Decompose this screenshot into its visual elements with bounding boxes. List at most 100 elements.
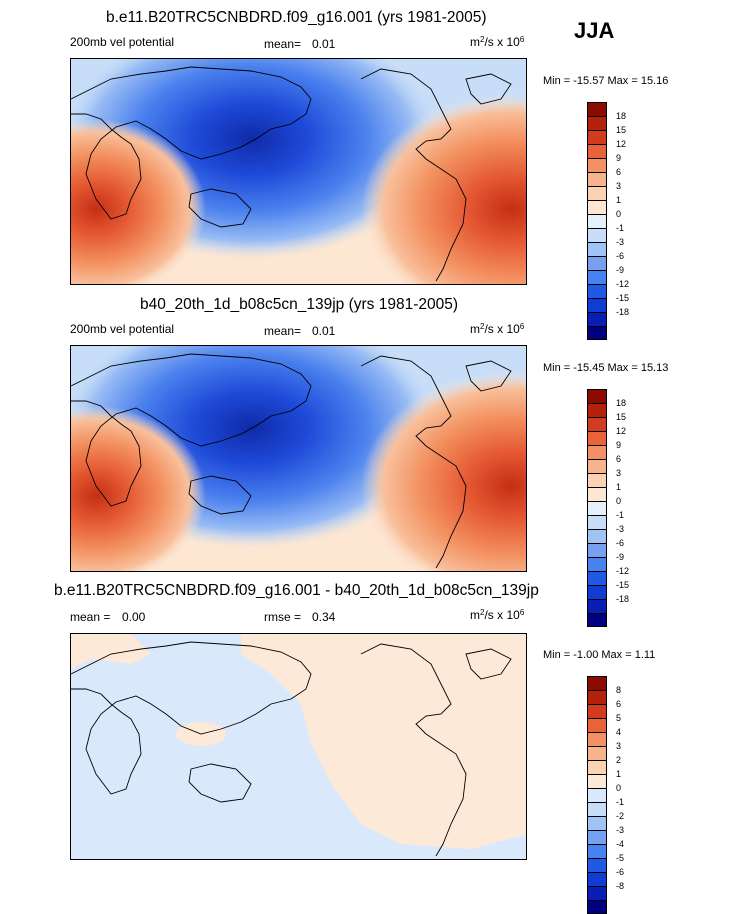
colorbar-tick-label: -4 (616, 839, 625, 849)
colorbar-tick-label: -18 (616, 594, 630, 604)
colorbar-box (587, 186, 607, 200)
colorbar-tick-label: 2 (616, 755, 622, 765)
colorbar-box (587, 802, 607, 816)
colorbar-box (587, 431, 607, 445)
colorbar-tick-label: 8 (616, 685, 622, 695)
colorbar-box (587, 529, 607, 543)
colorbar-box (587, 459, 607, 473)
panel3-units: m2/s x 106 (470, 608, 525, 622)
colorbar-tick-label: -3 (616, 825, 625, 835)
colorbar-box (587, 760, 607, 774)
colorbar-tick-label: -8 (616, 881, 625, 891)
colorbar-box (587, 816, 607, 830)
panel3-positive-region-nw (71, 634, 151, 669)
colorbar-box (587, 130, 607, 144)
colorbar-tick-label: 5 (616, 713, 622, 723)
panel2-colorbar-boxes (587, 389, 607, 627)
panel2-title: b40_20th_1d_b08c5cn_139jp (yrs 1981-2005… (140, 296, 458, 313)
colorbar-box (587, 732, 607, 746)
panel2-colorbar (587, 389, 607, 627)
season-label: JJA (574, 18, 615, 43)
panel1-units: m2/s x 106 (470, 35, 525, 49)
colorbar-box (587, 746, 607, 760)
colorbar-box (587, 676, 607, 690)
colorbar-box (587, 704, 607, 718)
colorbar-box (587, 774, 607, 788)
panel2-mean-label: mean= (264, 324, 302, 338)
colorbar-tick-label: 1 (616, 769, 622, 779)
colorbar-tick-label: 15 (616, 412, 627, 422)
colorbar-tick-label: 3 (616, 181, 622, 191)
colorbar-tick-label: -1 (616, 223, 625, 233)
colorbar-box (587, 417, 607, 431)
colorbar-box (587, 298, 607, 312)
colorbar-box (587, 515, 607, 529)
colorbar-tick-label: 0 (616, 783, 622, 793)
panel2-positive-center-americas (361, 371, 526, 571)
colorbar-box (587, 788, 607, 802)
colorbar-tick-label: 6 (616, 699, 622, 709)
colorbar-tick-label: -9 (616, 552, 625, 562)
colorbar-box (587, 844, 607, 858)
colorbar-box (587, 312, 607, 326)
panel3-mean-value: 0.00 (122, 610, 146, 624)
panel2-positive-center-africa (71, 406, 206, 571)
colorbar-tick-label: 9 (616, 153, 622, 163)
panel3-colorbar-boxes (587, 676, 607, 914)
panel1-colorbar-boxes (587, 102, 607, 340)
panel3-positive-region (241, 634, 526, 849)
colorbar-tick-label: 6 (616, 167, 622, 177)
colorbar-box (587, 585, 607, 599)
panel1-min-max: Min = -15.57 Max = 15.16 (543, 75, 669, 87)
panel1-contour-map (71, 59, 526, 284)
panel1-coastlines (71, 66, 512, 282)
colorbar-box (587, 599, 607, 613)
colorbar-tick-label: 9 (616, 440, 622, 450)
panel1-positive-center-americas (361, 94, 526, 284)
colorbar-tick-label: -12 (616, 566, 630, 576)
colorbar-tick-label: -9 (616, 265, 625, 275)
panel1-mean-value: 0.01 (312, 37, 336, 51)
panel1-colorbar (587, 102, 607, 340)
colorbar-tick-label: 0 (616, 209, 622, 219)
panel3-map (70, 633, 527, 860)
panel3-rmse-value: 0.34 (312, 610, 336, 624)
colorbar-box (587, 403, 607, 417)
colorbar-tick-label: -3 (616, 524, 625, 534)
panel3-min-max: Min = -1.00 Max = 1.11 (543, 649, 656, 661)
colorbar-box (587, 102, 607, 116)
colorbar-tick-label: 3 (616, 741, 622, 751)
colorbar-box (587, 886, 607, 900)
panel2-mean-value: 0.01 (312, 324, 336, 338)
panel1-positive-center-africa (71, 119, 206, 284)
panel3-coastlines (71, 641, 512, 857)
colorbar-tick-label: 18 (616, 398, 627, 408)
colorbar-box (587, 200, 607, 214)
panel3-title: b.e11.B20TRC5CNBDRD.f09_g16.001 - b40_20… (54, 582, 539, 599)
colorbar-box (587, 214, 607, 228)
colorbar-tick-label: 0 (616, 496, 622, 506)
colorbar-tick-label: -1 (616, 797, 625, 807)
colorbar-tick-label: -5 (616, 853, 625, 863)
colorbar-box (587, 270, 607, 284)
colorbar-box (587, 487, 607, 501)
colorbar-tick-label: -15 (616, 293, 630, 303)
colorbar-tick-label: 15 (616, 125, 627, 135)
colorbar-tick-label: -6 (616, 867, 625, 877)
colorbar-box (587, 172, 607, 186)
panel2-variable-label: 200mb vel potential (70, 322, 175, 336)
colorbar-box (587, 256, 607, 270)
colorbar-box (587, 501, 607, 515)
colorbar-tick-label: -3 (616, 237, 625, 247)
colorbar-tick-label: -18 (616, 307, 630, 317)
colorbar-box (587, 445, 607, 459)
colorbar-box (587, 389, 607, 403)
colorbar-box (587, 830, 607, 844)
colorbar-box (587, 158, 607, 172)
colorbar-box (587, 557, 607, 571)
colorbar-tick-label: 12 (616, 426, 627, 436)
colorbar-box (587, 571, 607, 585)
panel3-rmse-label: rmse = (264, 610, 302, 624)
colorbar-box (587, 543, 607, 557)
colorbar-box (587, 473, 607, 487)
